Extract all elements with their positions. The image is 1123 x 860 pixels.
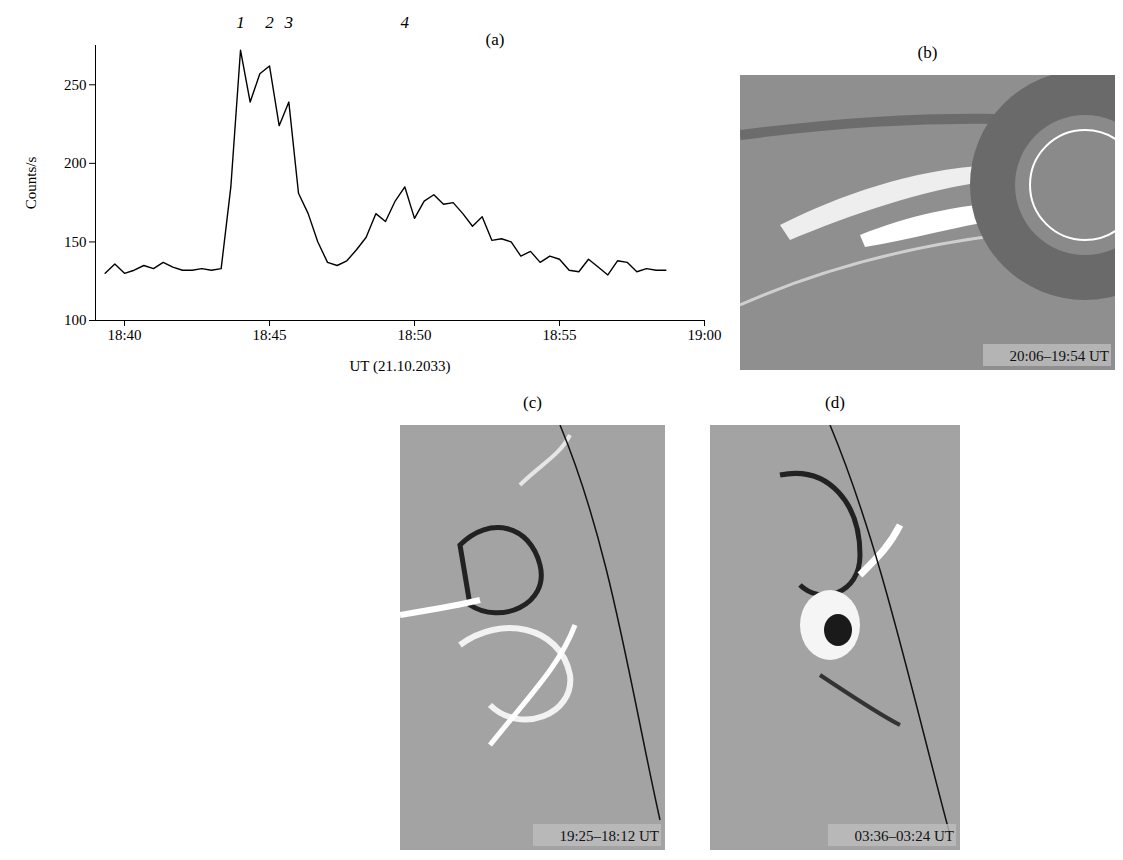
svg-text:4: 4 (401, 13, 410, 32)
svg-text:18:40: 18:40 (107, 327, 141, 343)
svg-text:18:50: 18:50 (397, 327, 431, 343)
svg-text:18:45: 18:45 (252, 327, 286, 343)
svg-text:200: 200 (64, 155, 87, 171)
svg-text:2: 2 (265, 13, 274, 32)
svg-text:100: 100 (64, 312, 87, 328)
svg-text:250: 250 (64, 77, 87, 93)
svg-text:03:36–03:24 UT: 03:36–03:24 UT (854, 828, 954, 844)
svg-text:Counts/s: Counts/s (23, 157, 39, 210)
svg-text:UT (21.10.2033): UT (21.10.2033) (350, 358, 451, 375)
svg-text:19:00: 19:00 (687, 327, 721, 343)
html-text:(a): (a) (485, 30, 505, 49)
svg-text:18:55: 18:55 (542, 327, 576, 343)
svg-text:1: 1 (236, 13, 245, 32)
svg-text:3: 3 (284, 13, 294, 32)
svg-text:150: 150 (64, 234, 87, 250)
svg-text:20:06–19:54 UT: 20:06–19:54 UT (1009, 348, 1109, 364)
svg-text:19:25–18:12 UT: 19:25–18:12 UT (559, 828, 659, 844)
html-text:(d): (d) (825, 393, 845, 412)
html-text:(c): (c) (523, 393, 542, 412)
html-text:(b): (b) (917, 43, 938, 62)
